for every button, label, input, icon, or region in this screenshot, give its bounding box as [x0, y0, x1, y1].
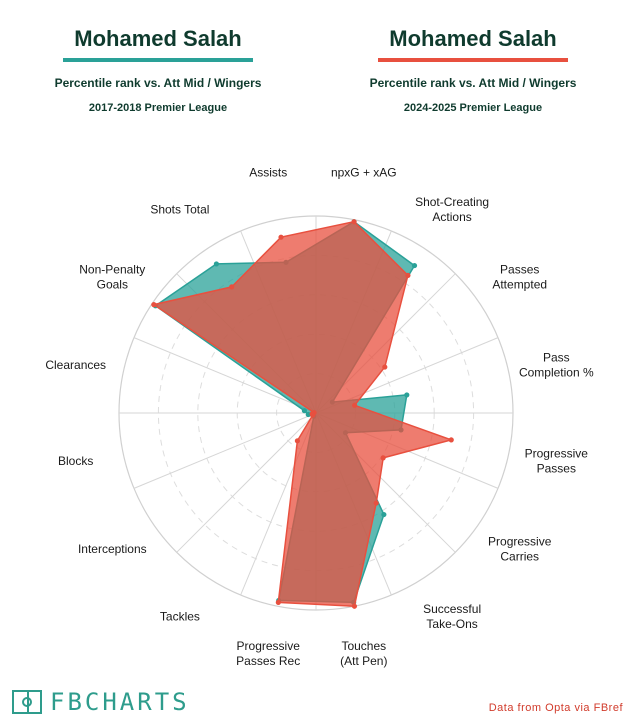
- series-2-point: [448, 437, 454, 443]
- series-1-point: [404, 392, 410, 398]
- axis-label: Passes Attempted: [492, 262, 547, 291]
- accent-underline-left: [63, 58, 253, 62]
- season-left: 2017-2018 Premier League: [88, 102, 228, 114]
- axis-label: Blocks: [58, 454, 93, 468]
- series-1-point: [213, 261, 220, 267]
- header-left: Mohamed Salah Percentile rank vs. Att Mi…: [28, 0, 288, 114]
- accent-underline-right: [378, 58, 568, 62]
- axis-label: Interceptions: [78, 542, 147, 556]
- radar-sector-divider: [176, 412, 317, 553]
- series-2-point: [151, 302, 157, 308]
- axis-label: Clearances: [45, 358, 106, 372]
- series-1-point: [305, 411, 311, 418]
- subtitle-right: Percentile rank vs. Att Mid / Wingers: [369, 76, 577, 90]
- fbcharts-logo: FBCHARTS: [12, 688, 190, 716]
- series-2-point: [311, 410, 317, 416]
- series-2-point: [382, 364, 388, 370]
- axis-label: Tackles: [160, 610, 200, 624]
- radar-sector-divider: [133, 412, 317, 489]
- axis-label: Shot-Creating Actions: [415, 195, 489, 224]
- axis-label: Assists: [249, 166, 287, 180]
- header-right: Mohamed Salah Percentile rank vs. Att Mi…: [343, 0, 603, 114]
- series-2-point: [351, 219, 357, 225]
- series-2-point: [294, 438, 300, 444]
- axis-label: Shots Total: [150, 202, 209, 216]
- series-2-point: [351, 603, 358, 609]
- axis-label: Pass Completion %: [519, 351, 594, 380]
- axis-label: Touches (Att Pen): [340, 639, 387, 668]
- player-name-left: Mohamed Salah: [74, 26, 242, 51]
- series-1-point: [381, 511, 387, 518]
- axis-label: Progressive Carries: [488, 535, 552, 564]
- subtitle-left: Percentile rank vs. Att Mid / Wingers: [54, 76, 262, 90]
- series-2-point: [275, 599, 281, 605]
- series-2-point: [352, 402, 358, 408]
- radar-sector-divider: [133, 337, 317, 414]
- series-2-point: [278, 234, 284, 240]
- series-2-point: [229, 284, 235, 290]
- series-2-point: [373, 500, 379, 506]
- series-1-point: [301, 408, 308, 414]
- axis-label: Progressive Passes Rec: [236, 639, 300, 668]
- pitch-icon: [12, 690, 42, 714]
- data-credit: Data from Opta via FBref: [488, 702, 623, 714]
- axis-label: npxG + xAG: [331, 166, 397, 180]
- series-2-point: [405, 272, 411, 279]
- axis-label: Progressive Passes: [525, 446, 589, 475]
- series-1-point: [411, 262, 418, 269]
- axis-label: Non-Penalty Goals: [79, 262, 145, 291]
- player-name-right: Mohamed Salah: [389, 26, 557, 51]
- series-2-point: [380, 455, 386, 461]
- season-right: 2024-2025 Premier League: [403, 102, 543, 114]
- logo-text: FBCHARTS: [50, 688, 190, 716]
- axis-label: Successful Take-Ons: [423, 602, 481, 631]
